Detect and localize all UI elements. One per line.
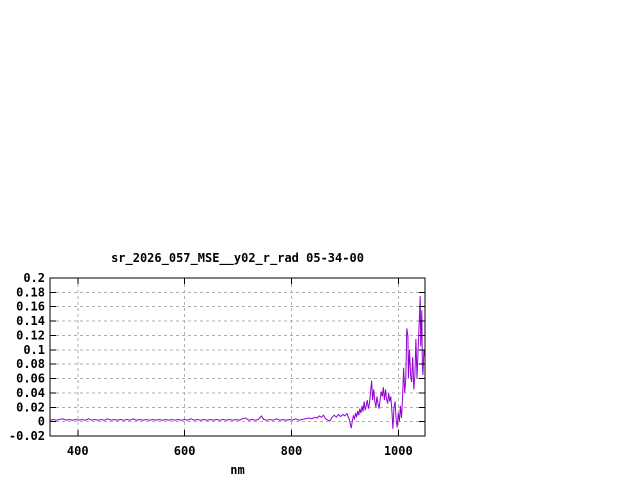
y-tick-label: 0.16 — [16, 300, 45, 314]
y-tick-label: 0 — [38, 415, 45, 429]
x-tick-label: 1000 — [384, 444, 413, 458]
x-tick-label: 800 — [281, 444, 303, 458]
y-tick-label: 0.02 — [16, 400, 45, 414]
y-tick-label: 0.08 — [16, 357, 45, 371]
y-tick-label: 0.12 — [16, 328, 45, 342]
x-tick-labels: 400 600 800 1000 — [67, 444, 413, 458]
x-axis-label: nm — [230, 463, 245, 477]
x-tick-label: 600 — [174, 444, 196, 458]
y-tick-label: 0.18 — [16, 285, 45, 299]
y-tick-label: -0.02 — [9, 429, 45, 443]
data-series-line — [49, 295, 426, 429]
tick-marks — [50, 277, 425, 437]
x-tick-label: 400 — [67, 444, 89, 458]
y-tick-label: 0.04 — [16, 386, 45, 400]
y-tick-label: 0.1 — [23, 343, 45, 357]
y-tick-labels: 0.20.180.160.140.120.10.080.060.040.020-… — [9, 271, 45, 443]
plot-frame — [49, 277, 426, 437]
y-tick-label: 0.06 — [16, 372, 45, 386]
y-tick-label: 0.2 — [23, 271, 45, 285]
gridlines — [50, 277, 425, 437]
y-tick-label: 0.14 — [16, 314, 45, 328]
chart-title: sr_2026_057_MSE__y02_r_rad 05-34-00 — [111, 251, 364, 265]
